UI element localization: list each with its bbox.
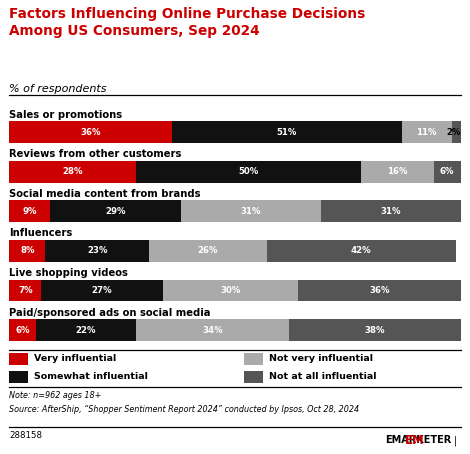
Text: 30%: 30% [220,286,241,295]
Text: EM: EM [405,434,425,447]
Bar [136,319,289,341]
Text: Not very influential: Not very influential [269,354,373,363]
Bar [9,319,37,341]
Text: 7%: 7% [18,286,32,295]
Text: Reviews from other customers: Reviews from other customers [9,149,182,159]
Text: 27%: 27% [92,286,112,295]
Text: 31%: 31% [380,207,401,216]
Text: Not at all influential: Not at all influential [269,372,376,381]
Bar [298,280,461,301]
Bar [452,121,461,143]
Bar [172,121,402,143]
Text: 29%: 29% [105,207,125,216]
Text: Sales or promotions: Sales or promotions [9,110,123,120]
Text: Very influential: Very influential [34,354,116,363]
Text: 288158: 288158 [9,431,42,440]
Text: 34%: 34% [202,326,223,335]
Text: 11%: 11% [416,128,437,137]
Bar [402,121,452,143]
Text: 6%: 6% [16,326,30,335]
Bar [433,161,461,183]
Bar [9,161,136,183]
Bar [37,319,136,341]
Text: 16%: 16% [387,167,407,176]
Text: 38%: 38% [365,326,385,335]
Text: 50%: 50% [238,167,258,176]
Bar [289,319,461,341]
Text: Social media content from brands: Social media content from brands [9,189,201,199]
Text: Source: AfterShip, “Shopper Sentiment Report 2024” conducted by Ipsos, Oct 28, 2: Source: AfterShip, “Shopper Sentiment Re… [9,405,360,414]
Text: 23%: 23% [87,247,108,256]
Bar [266,240,456,262]
Text: 51%: 51% [277,128,297,137]
Bar [136,161,361,183]
Bar [41,280,163,301]
Bar [46,240,149,262]
Text: Factors Influencing Online Purchase Decisions
Among US Consumers, Sep 2024: Factors Influencing Online Purchase Deci… [9,7,366,38]
Text: 26%: 26% [198,247,218,256]
Bar [9,121,172,143]
Bar [9,200,50,222]
Bar [361,161,433,183]
Text: Influencers: Influencers [9,228,73,238]
Text: Note: n=962 ages 18+: Note: n=962 ages 18+ [9,391,102,400]
Text: 28%: 28% [63,167,83,176]
Bar [321,200,461,222]
Text: 42%: 42% [351,247,372,256]
Text: Paid/sponsored ads on social media: Paid/sponsored ads on social media [9,308,211,318]
Text: 9%: 9% [23,207,37,216]
Text: 36%: 36% [369,286,390,295]
Text: 22%: 22% [76,326,96,335]
Text: 8%: 8% [20,247,35,256]
Text: 2%: 2% [446,128,461,137]
Text: EMARKETER: EMARKETER [385,435,451,445]
Bar [149,240,266,262]
Bar [9,240,46,262]
Bar [50,200,181,222]
Text: 31%: 31% [241,207,261,216]
Bar [181,200,321,222]
Text: 36%: 36% [80,128,101,137]
Bar [163,280,298,301]
Text: 6%: 6% [440,167,454,176]
Text: Somewhat influential: Somewhat influential [34,372,148,381]
Text: % of respondents: % of respondents [9,84,107,94]
Bar [9,280,41,301]
Text: Live shopping videos: Live shopping videos [9,268,128,278]
Text: |: | [454,435,457,446]
